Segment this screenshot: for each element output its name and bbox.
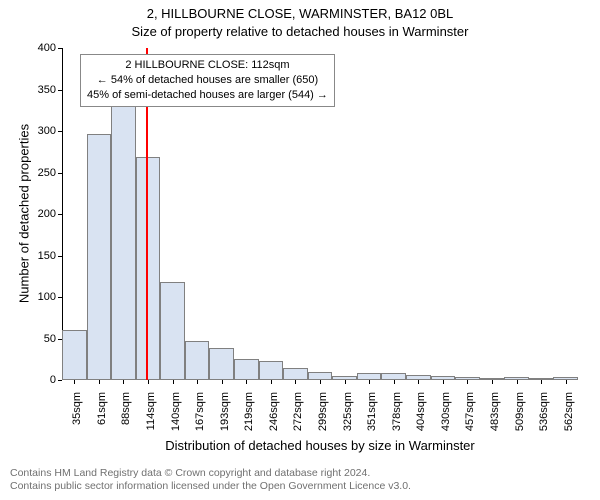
chart-title-subtitle: Size of property relative to detached ho…: [0, 24, 600, 39]
histogram-bar: [308, 372, 333, 380]
ytick-label: 0: [50, 374, 62, 386]
xtick-mark: [271, 380, 272, 384]
xtick-mark: [517, 380, 518, 384]
histogram-bar: [259, 361, 284, 380]
xtick-mark: [123, 380, 124, 384]
xtick-mark: [345, 380, 346, 384]
histogram-bar: [234, 359, 259, 380]
xtick-mark: [418, 380, 419, 384]
histogram-bar: [136, 157, 161, 380]
histogram-bar: [62, 330, 87, 380]
xtick-mark: [74, 380, 75, 384]
xtick-mark: [197, 380, 198, 384]
histogram-bar: [381, 373, 406, 380]
ytick-label: 400: [38, 42, 62, 54]
histogram-bar: [160, 282, 185, 380]
xtick-mark: [295, 380, 296, 384]
annotation-line-2: ← 54% of detached houses are smaller (65…: [87, 73, 328, 88]
footer-line-1: Contains HM Land Registry data © Crown c…: [10, 467, 411, 481]
footer-line-2: Contains public sector information licen…: [10, 480, 411, 494]
ytick-label: 250: [38, 167, 62, 179]
footer-attribution: Contains HM Land Registry data © Crown c…: [10, 467, 411, 494]
ytick-label: 300: [38, 125, 62, 137]
annotation-box: 2 HILLBOURNE CLOSE: 112sqm ← 54% of deta…: [80, 54, 335, 107]
ytick-label: 50: [44, 333, 62, 345]
ytick-label: 200: [38, 208, 62, 220]
annotation-line-1: 2 HILLBOURNE CLOSE: 112sqm: [87, 58, 328, 73]
histogram-bar: [209, 348, 234, 380]
xtick-mark: [320, 380, 321, 384]
ytick-label: 350: [38, 84, 62, 96]
xtick-mark: [541, 380, 542, 384]
x-axis-label: Distribution of detached houses by size …: [62, 438, 578, 453]
xtick-mark: [99, 380, 100, 384]
xtick-mark: [173, 380, 174, 384]
xtick-mark: [246, 380, 247, 384]
histogram-bar: [87, 134, 112, 381]
xtick-mark: [369, 380, 370, 384]
y-axis-label: Number of detached properties: [17, 114, 32, 314]
xtick-mark: [566, 380, 567, 384]
chart-container: { "titles": { "line1": "2, HILLBOURNE CL…: [0, 0, 600, 500]
histogram-bar: [283, 368, 308, 380]
histogram-bar: [185, 341, 210, 380]
xtick-mark: [148, 380, 149, 384]
annotation-line-3: 45% of semi-detached houses are larger (…: [87, 88, 328, 103]
xtick-mark: [467, 380, 468, 384]
ytick-label: 100: [38, 291, 62, 303]
xtick-mark: [443, 380, 444, 384]
histogram-bar: [111, 90, 136, 381]
xtick-mark: [394, 380, 395, 384]
xtick-mark: [222, 380, 223, 384]
ytick-label: 150: [38, 250, 62, 262]
xtick-mark: [492, 380, 493, 384]
histogram-bar: [357, 373, 382, 380]
chart-title-address: 2, HILLBOURNE CLOSE, WARMINSTER, BA12 0B…: [0, 6, 600, 21]
